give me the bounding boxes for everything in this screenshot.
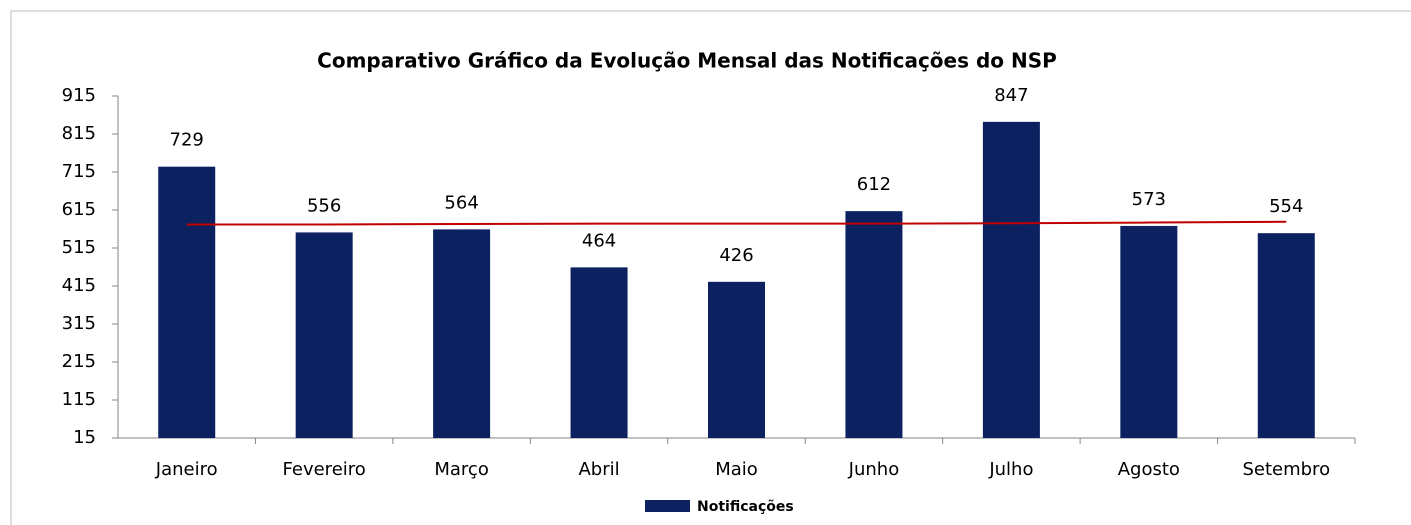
x-tick-label: Maio	[715, 459, 758, 480]
bar	[570, 267, 628, 438]
data-label: 556	[307, 195, 341, 216]
y-tick-label: 115	[62, 389, 96, 410]
bar	[708, 281, 765, 438]
x-tick-label: Agosto	[1118, 459, 1180, 480]
bar	[295, 232, 353, 438]
bar	[433, 229, 491, 438]
x-tick-label: Abril	[578, 459, 619, 480]
data-label: 564	[444, 192, 478, 213]
x-tick-label: Março	[434, 459, 488, 480]
bar	[1257, 233, 1315, 438]
x-tick-label: Janeiro	[155, 459, 218, 480]
bar	[982, 121, 1040, 438]
y-tick-label: 715	[62, 161, 96, 182]
data-label: 573	[1132, 189, 1166, 210]
y-tick-label: 915	[62, 85, 96, 106]
data-label: 729	[170, 130, 204, 151]
y-tick-label: 615	[62, 199, 96, 220]
y-tick-label: 15	[73, 427, 96, 448]
x-tick-label: Setembro	[1242, 459, 1330, 480]
y-tick-label: 315	[62, 313, 96, 334]
x-tick-label: Fevereiro	[283, 459, 366, 480]
y-tick-label: 815	[62, 123, 96, 144]
bar	[1120, 225, 1178, 438]
chart-title: Comparativo Gráfico da Evolução Mensal d…	[317, 49, 1057, 73]
bar	[845, 211, 903, 438]
chart-border	[10, 10, 1411, 525]
line	[186, 220, 1287, 226]
y-tick-label: 415	[62, 275, 96, 296]
data-label: 554	[1269, 196, 1303, 217]
data-label: 612	[857, 174, 891, 195]
x-tick-label: Junho	[848, 459, 900, 480]
data-label: 426	[719, 245, 753, 266]
data-label: 464	[582, 230, 616, 251]
y-tick-label: 215	[62, 351, 96, 372]
legend-swatch	[645, 500, 690, 512]
legend-label: Notificações	[697, 499, 794, 515]
bar	[158, 166, 216, 438]
data-label: 847	[994, 85, 1028, 106]
x-tick-label: Julho	[988, 459, 1033, 480]
y-tick-label: 515	[62, 237, 96, 258]
